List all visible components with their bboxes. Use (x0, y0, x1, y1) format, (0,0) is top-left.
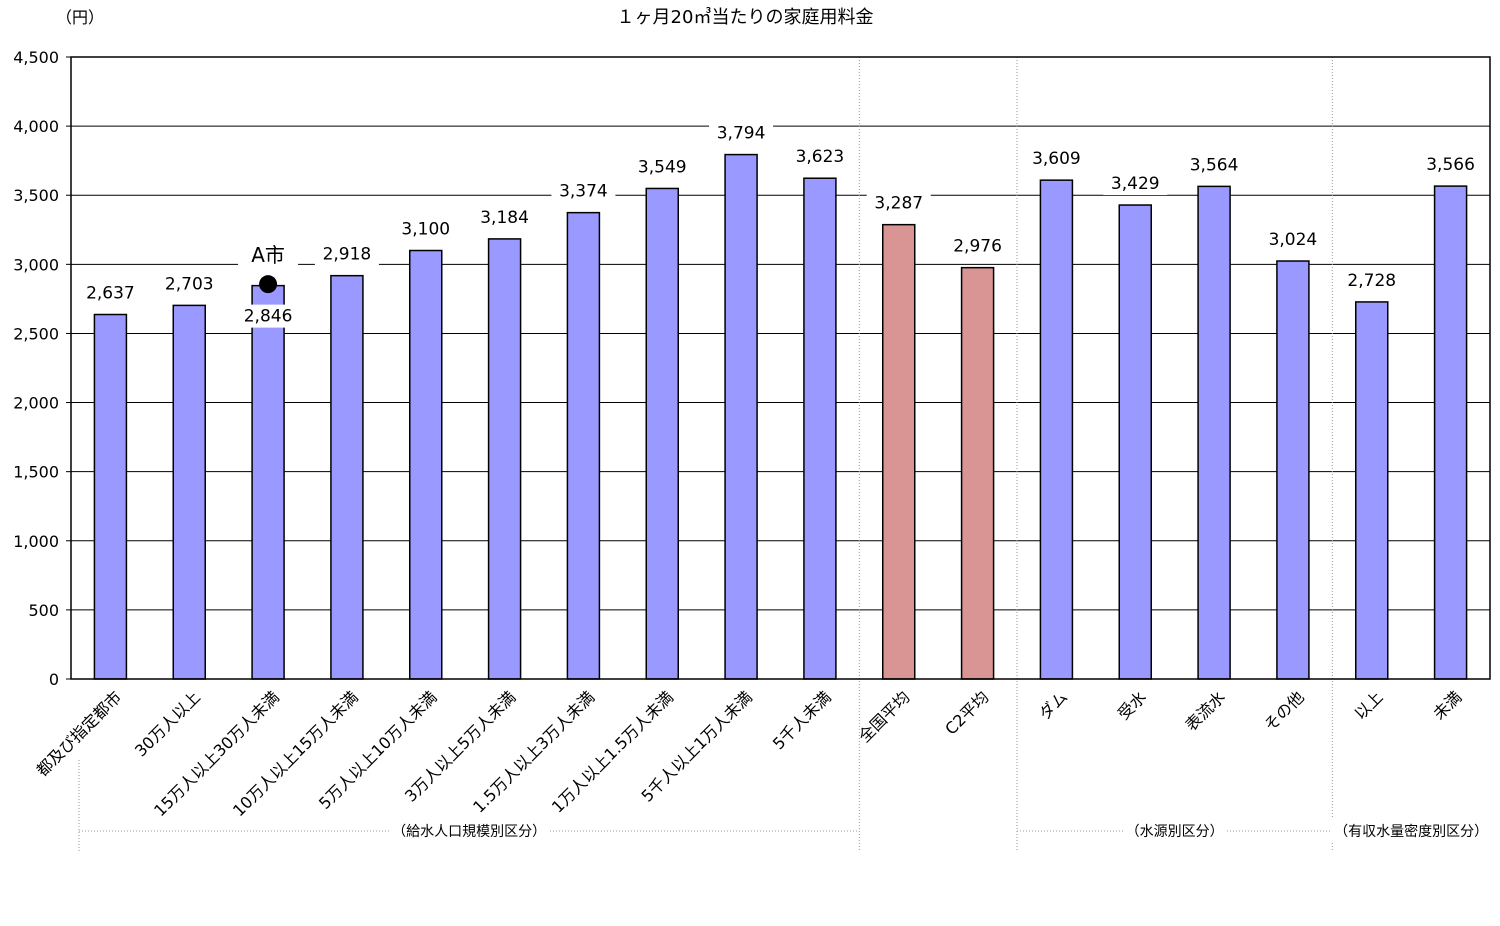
y-axis-unit-label: （円） (56, 8, 104, 27)
data-label: 3,623 (796, 147, 845, 167)
data-label: 3,549 (638, 157, 687, 177)
data-label: 3,287 (874, 194, 923, 214)
category-label: 表流水 (1182, 687, 1229, 734)
bar (566, 211, 601, 680)
bar (882, 223, 916, 680)
bars (93, 153, 1468, 680)
bar (251, 284, 285, 680)
data-label: 3,100 (401, 220, 450, 240)
data-label-bg (78, 281, 143, 305)
data-label-bg (1339, 268, 1404, 292)
data-label: 2,846 (244, 307, 293, 327)
group-label-bg (1123, 819, 1226, 841)
category-label: その他 (1260, 687, 1307, 734)
data-label-bg (472, 205, 537, 229)
group-separators (78, 57, 1333, 852)
bar (724, 153, 758, 680)
data-label: 3,794 (717, 124, 766, 144)
category-label: C2平均 (941, 687, 992, 738)
data-labels: 2,637 2,703 2,846 2,918 3,100 3,184 3,374 3,549… (78, 121, 1483, 328)
data-label-bg (1182, 153, 1247, 177)
data-label-bg (866, 191, 931, 215)
category-label: 未満 (1429, 687, 1465, 723)
data-label-bg (1260, 228, 1325, 252)
a-city-marker: A市 (238, 243, 299, 294)
marker-label-bg (238, 244, 299, 269)
data-label: 2,728 (1347, 271, 1396, 291)
data-label-bg (787, 145, 852, 169)
bar (1355, 301, 1389, 680)
data-label: 3,566 (1426, 155, 1475, 175)
bar (1118, 204, 1152, 680)
y-tick-label: 4,000 (13, 117, 59, 136)
bar (1433, 185, 1468, 680)
data-label-bg (314, 242, 379, 266)
y-tick-label: 500 (28, 601, 59, 620)
data-label: 2,637 (86, 284, 135, 304)
group-label-bg (389, 819, 549, 841)
chart-title: １ヶ月20㎥当たりの家庭用料金 (617, 7, 874, 28)
data-label: 3,184 (480, 208, 529, 228)
data-label-bg (551, 179, 616, 203)
y-tick-label: 3,000 (13, 255, 59, 274)
data-label-bg (945, 234, 1010, 258)
category-label: ダム (1035, 687, 1071, 723)
marker-label: A市 (251, 243, 285, 267)
bar (172, 304, 206, 680)
bar (1197, 185, 1231, 680)
bar (1039, 179, 1074, 680)
y-tick-label: 4,500 (13, 48, 59, 67)
data-label-bg (1024, 147, 1089, 171)
data-label: 3,429 (1111, 174, 1160, 194)
y-tick-label: 3,500 (13, 186, 59, 205)
category-label: 5千人未満 (769, 687, 835, 753)
category-label: 30万人以上 (131, 687, 204, 760)
data-label: 3,374 (559, 182, 608, 202)
group-label-bg (1331, 819, 1491, 841)
data-label: 3,024 (1269, 230, 1318, 250)
data-label-bg (1103, 172, 1168, 196)
marker-dot (259, 275, 278, 294)
data-label-bg (157, 272, 222, 296)
bar (960, 266, 995, 680)
data-label-bg (1418, 153, 1483, 177)
data-label: 2,976 (953, 237, 1002, 257)
gridlines (71, 125, 1490, 611)
y-tick-label: 1,500 (13, 463, 59, 482)
data-label: 3,564 (1190, 155, 1239, 175)
category-label: 受水 (1114, 687, 1150, 723)
data-label: 3,609 (1032, 149, 1081, 169)
category-labels: 都及び指定都市 30万人以上15万人以上30万人未満10万人以上15万人未満5万人… (33, 687, 1466, 820)
bar (487, 238, 522, 680)
bar (330, 274, 364, 680)
data-label-bg (630, 155, 695, 179)
bar (93, 313, 128, 680)
data-label-bg (709, 121, 774, 145)
group-label: （有収水量密度別区分） (1334, 823, 1488, 840)
group-label: （水源別区分） (1126, 824, 1224, 840)
data-label-bg (236, 304, 301, 328)
data-label: 2,918 (323, 245, 372, 265)
bar (1276, 260, 1310, 680)
y-tick-label: 2,500 (13, 324, 59, 343)
data-label: 2,703 (165, 274, 214, 294)
group-label: （給水人口規模別区分） (392, 824, 546, 840)
category-label: 以上 (1351, 687, 1387, 723)
y-tick-label: 2,000 (13, 394, 59, 413)
data-label-bg (393, 217, 458, 241)
group-labels: （給水人口規模別区分） （水源別区分） （有収水量密度別区分） (79, 819, 1491, 841)
bar (409, 249, 443, 680)
y-axis-ticks: 0 500 1,000 1,500 2,000 2,500 3,000 3,500 4,000 4… (13, 48, 71, 689)
bar (803, 177, 837, 680)
y-tick-label: 0 (49, 670, 59, 689)
y-tick-label: 1,000 (13, 532, 59, 551)
bar (645, 187, 679, 680)
category-label: 全国平均 (855, 687, 914, 746)
plot-area-frame (70, 56, 1491, 680)
